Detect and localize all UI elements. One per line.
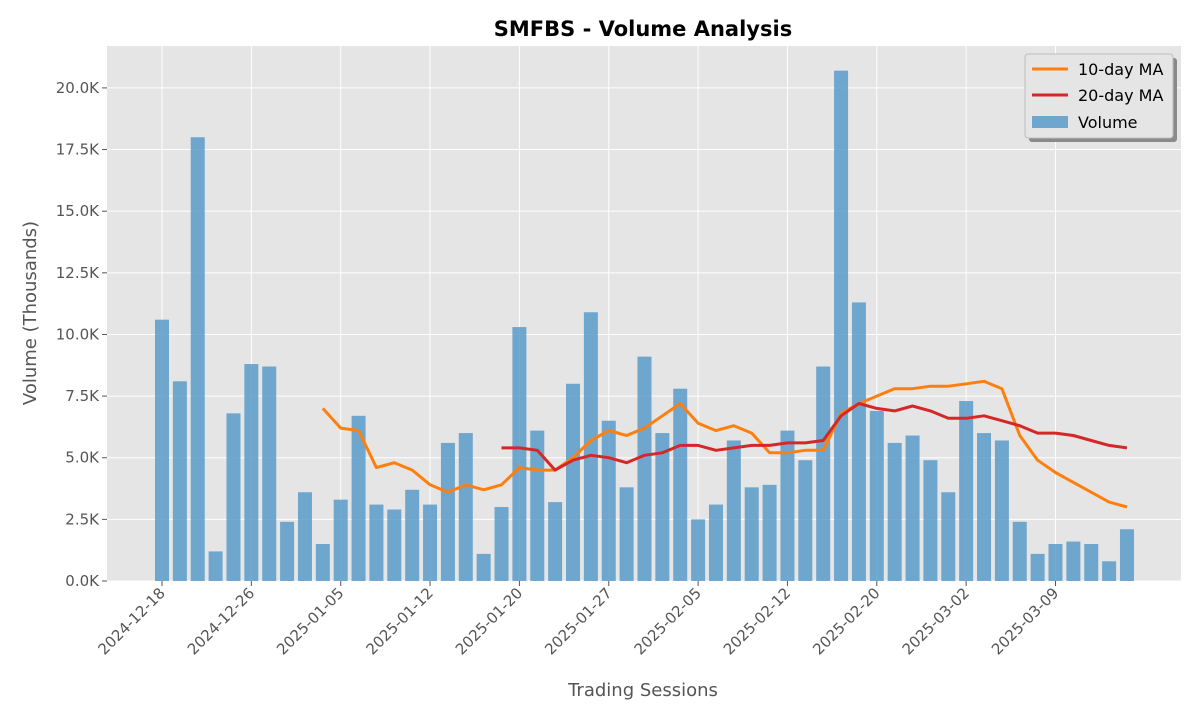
y-tick-label: 7.5K	[65, 387, 100, 405]
10-day-ma-line	[321, 379, 1128, 509]
volume-bar	[994, 440, 1009, 581]
volume-bar	[1030, 553, 1045, 581]
volume-bar	[673, 388, 688, 581]
volume-bar	[691, 519, 706, 581]
volume-bar	[637, 356, 652, 581]
volume-bar	[726, 440, 741, 581]
volume-bar	[583, 312, 598, 581]
volume-bar	[780, 430, 795, 581]
volume-bar	[744, 487, 759, 581]
volume-bar	[869, 410, 884, 581]
volume-bar	[566, 383, 581, 581]
volume-bar	[440, 442, 455, 581]
volume-bar	[405, 489, 420, 581]
volume-bar	[530, 430, 545, 581]
volume-bar	[1066, 541, 1081, 581]
y-tick-label: 10.0K	[56, 325, 100, 343]
volume-bar	[458, 433, 473, 581]
y-tick-label: 5.0K	[65, 449, 100, 467]
volume-bar	[297, 492, 312, 581]
volume-bar	[208, 551, 223, 581]
y-axis: 0.0K 2.5K 5.0K 7.5K 10.0K 12.5K 15.0K 17.5K 20.0…	[56, 79, 107, 590]
volume-bar	[959, 401, 974, 581]
y-tick-label: 12.5K	[56, 264, 100, 282]
volume-bar	[798, 460, 813, 581]
volume-bar	[351, 415, 366, 581]
volume-bar	[387, 509, 402, 581]
volume-bar	[601, 420, 616, 581]
volume-bar	[1119, 529, 1134, 581]
volume-bar	[476, 553, 491, 581]
volume-bar	[226, 413, 241, 581]
volume-bar	[190, 137, 205, 581]
legend: 10-day MA 20-day MA Volume	[1024, 53, 1177, 142]
volume-bar	[816, 366, 831, 581]
volume-bar	[172, 381, 187, 581]
volume-bar	[155, 319, 169, 581]
volume-bar	[315, 544, 330, 581]
y-tick-label: 17.5K	[56, 141, 100, 159]
volume-bar	[619, 487, 634, 581]
volume-bar	[834, 70, 849, 581]
y-tick-label: 2.5K	[65, 510, 100, 528]
volume-bar	[762, 484, 777, 581]
volume-bar	[423, 504, 438, 581]
volume-bars	[155, 70, 1134, 581]
volume-bar	[369, 504, 384, 581]
20-day-ma-line	[501, 402, 1128, 472]
volume-bar	[333, 499, 348, 581]
volume-bar	[1012, 521, 1027, 581]
volume-bar	[262, 366, 277, 581]
volume-bar	[977, 433, 992, 581]
volume-bar	[941, 492, 956, 581]
legend-label-20-day-ma: 20-day MA	[1078, 86, 1163, 105]
volume-bar	[851, 302, 866, 581]
volume-bar	[655, 433, 670, 581]
legend-label-volume: Volume	[1078, 113, 1138, 132]
volume-bar	[887, 442, 902, 581]
chart-title: SMFBS - Volume Analysis	[494, 17, 792, 41]
volume-bar	[494, 507, 509, 581]
legend-swatch-volume	[1032, 116, 1068, 128]
volume-bar	[244, 364, 259, 581]
y-tick-label: 15.0K	[56, 202, 100, 220]
y-axis-label: Volume (Thousands)	[20, 221, 41, 405]
volume-bar	[923, 460, 938, 581]
moving-average-lines	[321, 379, 1128, 509]
y-tick-label: 20.0K	[56, 79, 100, 97]
volume-bar	[548, 502, 563, 581]
volume-bar	[905, 435, 920, 581]
volume-bar	[708, 504, 723, 581]
volume-bar	[1084, 544, 1099, 581]
volume-bar	[512, 327, 527, 581]
volume-bar	[1048, 544, 1063, 581]
y-tick-label: 0.0K	[65, 572, 100, 590]
volume-bar	[280, 521, 295, 581]
x-axis-label: Trading Sessions	[567, 680, 718, 701]
legend-label-10-day-ma: 10-day MA	[1078, 60, 1163, 79]
volume-bar	[1102, 561, 1117, 581]
